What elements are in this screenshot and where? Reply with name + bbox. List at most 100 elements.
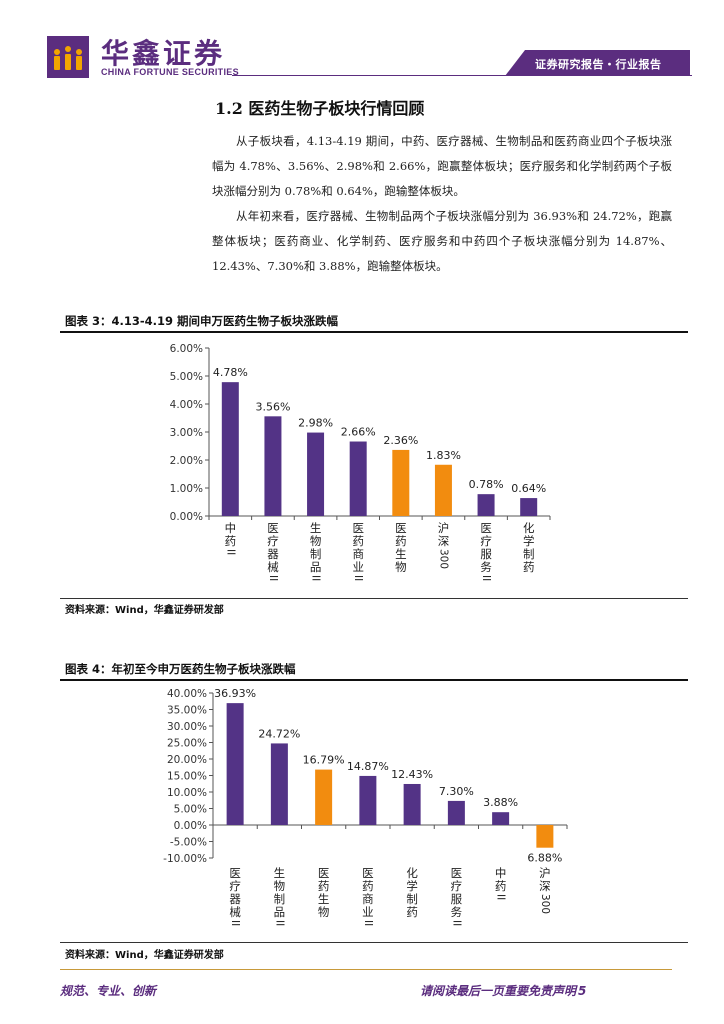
- category-label-part: II: [273, 920, 285, 926]
- data-label: 12.43%: [391, 768, 433, 781]
- figure-4-top-rule: [60, 679, 688, 681]
- data-label: 1.83%: [426, 449, 461, 462]
- category-label-part: 物: [395, 560, 407, 574]
- category-label-part: 药: [406, 905, 418, 919]
- y-tick-label: 5.00%: [170, 371, 203, 383]
- bar: [315, 769, 333, 825]
- category-label-part: II: [450, 920, 462, 926]
- bar: [403, 783, 421, 825]
- category-label-part: 中: [495, 866, 507, 880]
- bar: [492, 812, 510, 825]
- footer-disclaimer: 请阅读最后一页重要免责声明 5: [420, 982, 586, 999]
- figure-4-source: 资料来源：Wind，华鑫证券研发部: [65, 950, 224, 961]
- data-label: 3.88%: [483, 796, 518, 809]
- category-label-part: II: [267, 575, 279, 581]
- data-label: 36.93%: [214, 687, 256, 700]
- category-label-part: 沪: [539, 866, 551, 880]
- category-label-part: 医: [267, 521, 279, 535]
- category-label-part: 制: [406, 892, 418, 906]
- category-label-part: II: [229, 920, 241, 926]
- category-label-part: 医: [229, 866, 241, 880]
- bar: [226, 703, 244, 825]
- y-tick-label: 3.00%: [170, 427, 203, 439]
- category-label-part: 物: [310, 534, 322, 548]
- figure-3-source: 资料来源：Wind，华鑫证券研发部: [65, 605, 224, 616]
- bar: [447, 800, 465, 825]
- figure-3-chart: 0.00% 1.00% 2.00% 3.00% 4.00% 5.00% 6.00% 4.78%…: [170, 343, 551, 581]
- data-label: 2.66%: [341, 426, 376, 439]
- y-tick-label: 25.00%: [167, 738, 207, 750]
- bar: [307, 432, 325, 516]
- y-tick-label: 20.00%: [167, 754, 207, 766]
- category-label-part: 制: [310, 547, 322, 561]
- bar: [349, 441, 367, 516]
- category-label-part: 沪: [438, 521, 450, 535]
- y-tick-label: 15.00%: [167, 771, 207, 783]
- category-label-part: 疗: [267, 534, 279, 548]
- y-tick-label: 2.00%: [170, 455, 203, 467]
- category-label-part: 医: [362, 866, 374, 880]
- paragraph-ytd: 从年初来看，医疗器械、生物制品两个子板块涨幅分别为 36.93%和 24.72%…: [212, 209, 672, 273]
- footer-slogan: 规范、专业、创新: [60, 984, 157, 998]
- bar: [392, 449, 410, 516]
- category-label-part: 深: [539, 879, 551, 893]
- category-label-part: 药: [362, 879, 374, 893]
- y-tick-label: 10.00%: [167, 787, 207, 799]
- y-tick-label: 40.00%: [167, 688, 207, 700]
- bar: [520, 498, 538, 516]
- y-tick-label: 30.00%: [167, 721, 207, 733]
- category-label-part: 疗: [451, 879, 463, 893]
- category-label-part: 物: [274, 879, 286, 893]
- category-label-part: 商: [362, 892, 374, 906]
- y-tick-label: 0.00%: [170, 511, 203, 523]
- figure-3-title: 图表 3：4.13-4.19 期间申万医药生物子板块涨跌幅: [65, 314, 339, 328]
- category-label-part: II: [480, 575, 492, 581]
- category-label-part: 化: [406, 866, 418, 880]
- y-tick-label: -5.00%: [170, 837, 207, 849]
- data-label: 6.88%: [527, 852, 562, 865]
- y-tick-label: 6.00%: [170, 343, 203, 355]
- category-label-part: 业: [362, 905, 374, 919]
- category-label-part: 医: [318, 866, 330, 880]
- category-label-part: 生: [310, 521, 322, 535]
- category-label-part: II: [310, 575, 322, 581]
- category-label-part: 药: [495, 879, 507, 893]
- data-label: 2.36%: [383, 434, 418, 447]
- category-label-part: 业: [352, 560, 364, 574]
- bar: [270, 743, 288, 825]
- category-label-part: 医: [480, 521, 492, 535]
- bar: [477, 494, 495, 516]
- category-label-part: II: [224, 549, 236, 555]
- y-tick-label: -10.00%: [163, 853, 207, 865]
- category-label-part: 药: [395, 534, 407, 548]
- footer-disclaimer-text: 请阅读最后一页重要免责声明: [420, 984, 577, 998]
- bar: [536, 825, 554, 848]
- category-label-part: 药: [523, 560, 535, 574]
- y-tick-label: 1.00%: [170, 483, 203, 495]
- data-label: 14.87%: [347, 760, 389, 773]
- figure-4-bottom-rule: [60, 942, 688, 943]
- category-label-part: 药: [318, 879, 330, 893]
- category-label-part: 化: [523, 521, 535, 535]
- category-label-part: II: [362, 920, 374, 926]
- category-label-part: II: [495, 894, 507, 900]
- brand-name-en: CHINA FORTUNE SECURITIES: [101, 67, 239, 77]
- category-label-part: 品: [274, 905, 286, 919]
- category-label-part: II: [352, 575, 364, 581]
- bar: [434, 464, 452, 516]
- report-type-label: 证券研究报告・行业报告: [535, 58, 662, 71]
- bar: [221, 382, 239, 516]
- category-label-part: 械: [267, 560, 279, 574]
- data-label: 7.30%: [439, 785, 474, 798]
- figure-3-top-rule: [60, 331, 688, 333]
- page-number: 5: [578, 984, 587, 998]
- data-label: 0.78%: [469, 478, 504, 491]
- category-label-part: 药: [225, 534, 237, 548]
- footer-rule: [60, 969, 672, 970]
- figure-4-chart: -10.00% -5.00% 0.00% 5.00% 10.00% 15.00% 20.00…: [163, 687, 568, 926]
- bar: [359, 775, 377, 825]
- y-tick-label: 4.00%: [170, 399, 203, 411]
- category-label-part: 制: [274, 892, 286, 906]
- brand-name-cn: 华鑫证券: [101, 37, 226, 70]
- data-label: 0.64%: [511, 482, 546, 495]
